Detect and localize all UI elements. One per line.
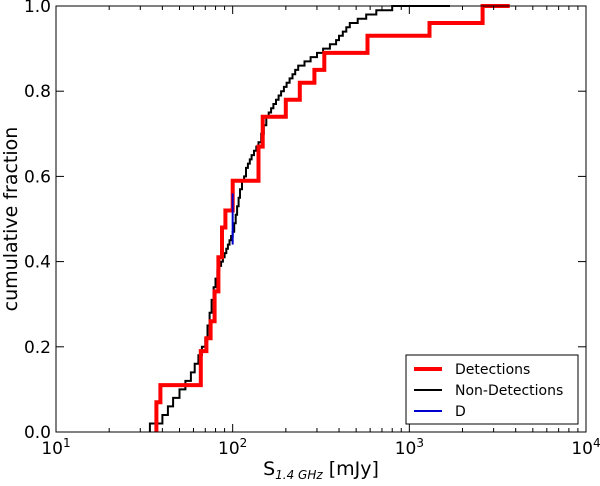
series-line-detections — [154, 4, 510, 432]
y-tick-label: 0.0 — [24, 423, 51, 443]
x-tick-label: 104 — [571, 436, 600, 459]
x-tick-label-exponent: 4 — [593, 436, 600, 450]
x-axis-label: S1.4 GHz [mJy] — [263, 458, 379, 482]
legend: Detections Non-Detections D — [405, 354, 579, 425]
y-tick-label: 0.6 — [24, 167, 51, 187]
legend-label-non-detections: Non-Detections — [455, 383, 563, 399]
y-tick-label: 0.4 — [24, 253, 51, 273]
x-axis-label-unit: [mJy] — [323, 458, 379, 480]
legend-label-detections: Detections — [455, 362, 530, 378]
x-tick-label-base: 10 — [571, 439, 593, 459]
series-line-non-detections — [148, 5, 450, 432]
x-tick-label-base: 10 — [218, 439, 240, 459]
x-tick-label: 102 — [218, 436, 247, 459]
y-tick-label: 0.2 — [24, 338, 51, 358]
axes-frame — [55, 5, 587, 433]
x-tick-label: 101 — [41, 436, 70, 459]
plot-area — [148, 4, 510, 432]
y-tick-label: 0.8 — [24, 82, 51, 102]
x-tick-label: 103 — [395, 436, 424, 459]
x-tick-label-base: 10 — [395, 439, 417, 459]
axis-ticks — [55, 5, 587, 433]
y-axis-label: cumulative fraction — [0, 127, 22, 312]
x-axis-label-base: S — [263, 458, 275, 480]
x-tick-label-exponent: 2 — [240, 436, 248, 450]
x-tick-label-exponent: 1 — [63, 436, 71, 450]
legend-label-d: D — [455, 404, 466, 420]
y-tick-label: 1.0 — [24, 0, 51, 17]
x-tick-label-exponent: 3 — [416, 436, 424, 450]
x-axis-label-subscript: 1.4 GHz — [275, 468, 323, 482]
x-tick-label-base: 10 — [41, 439, 63, 459]
